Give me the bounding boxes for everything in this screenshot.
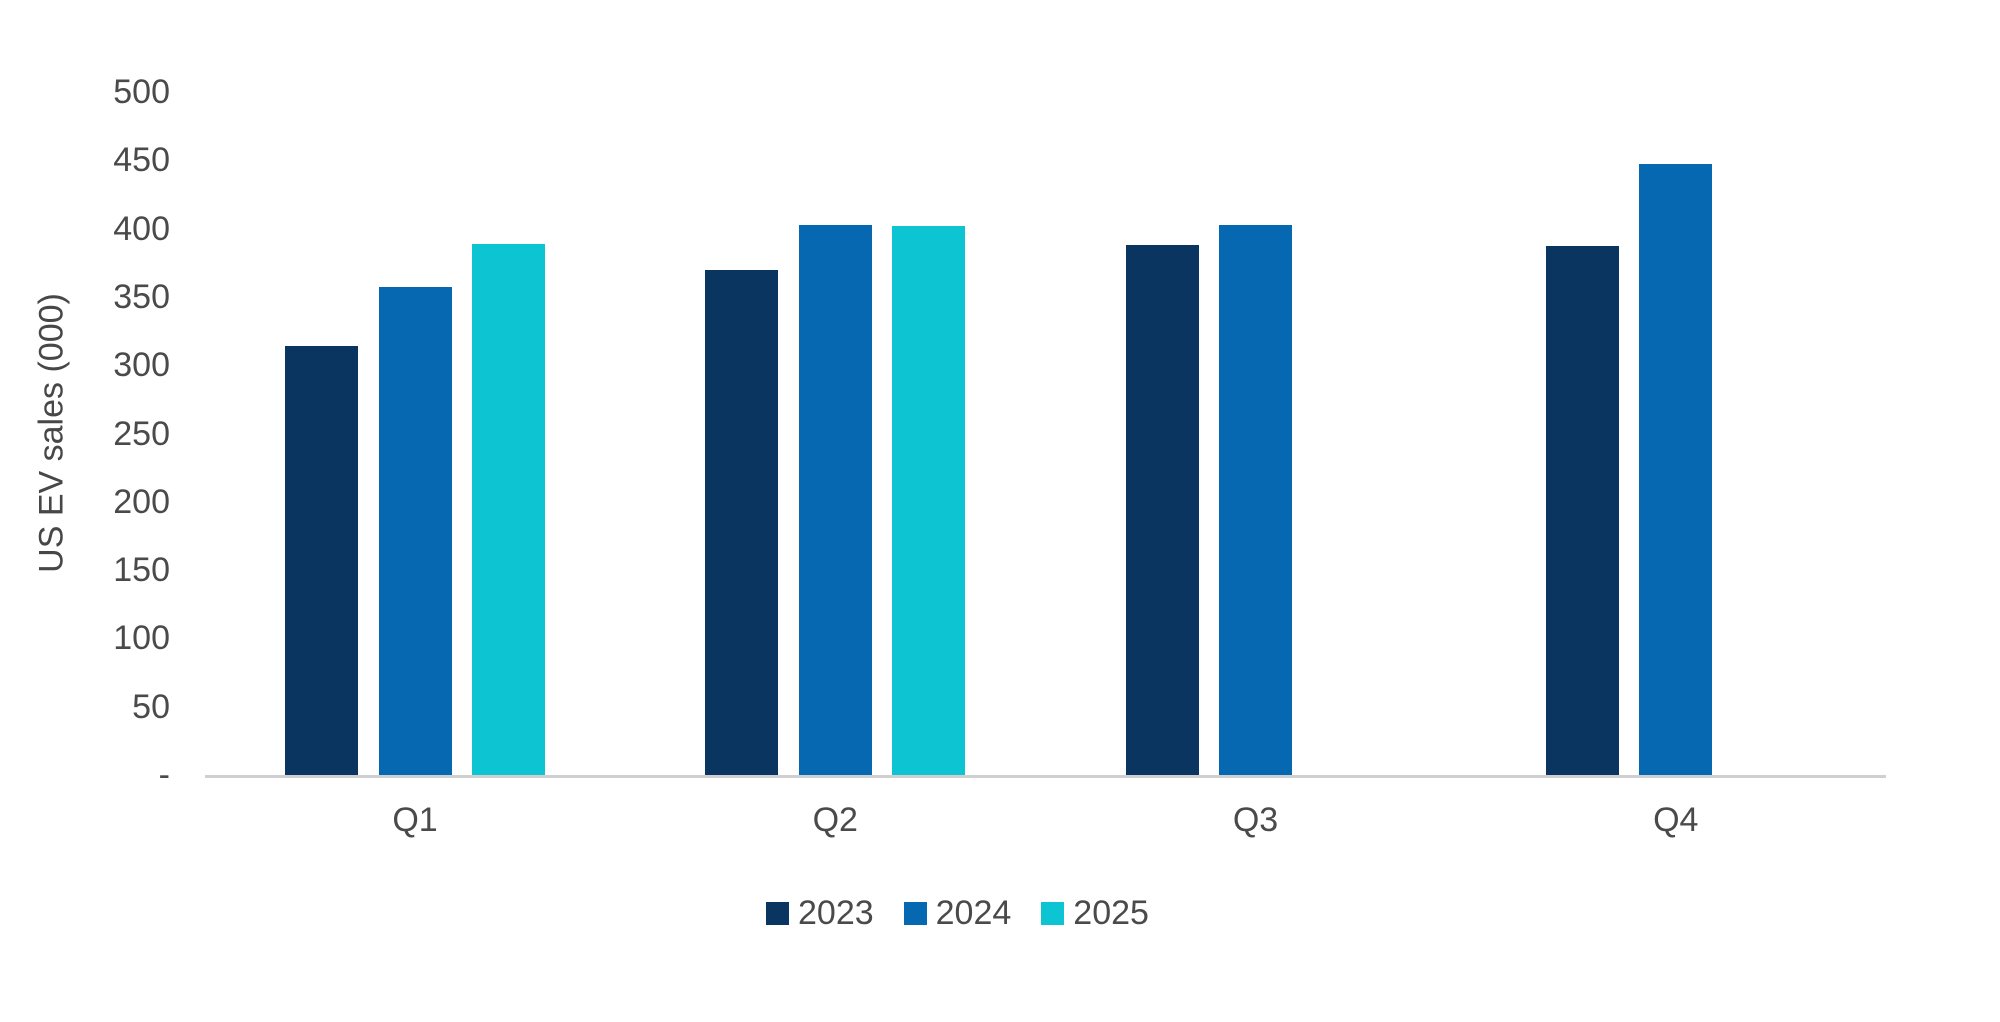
y-tick-label: 300 [113,346,170,385]
y-tick-label: 450 [113,141,170,180]
y-tick-label: 150 [113,551,170,590]
x-axis-line [205,775,1886,778]
y-tick-label: 250 [113,414,170,453]
bar-2024-q4 [1639,164,1713,775]
legend: 2023 2024 2025 [766,894,1149,933]
legend-swatch-2025 [1041,902,1065,925]
legend-item-2023: 2023 [766,894,874,933]
y-tick-label: 400 [113,209,170,248]
x-axis-label-q3: Q3 [1232,801,1279,839]
legend-swatch-2024 [903,902,927,925]
x-axis-label-q2: Q2 [812,801,858,839]
legend-item-2024: 2024 [903,894,1012,933]
x-axis-label-q1: Q1 [392,801,438,839]
bar-2025-q2 [892,225,966,775]
bar-2023-q3 [1125,244,1199,775]
y-tick-label: 350 [113,277,170,316]
bar-2025-q1 [472,243,546,775]
y-tick-label: - [158,756,170,794]
bar-2023-q1 [285,346,359,775]
bar-2024-q3 [1219,224,1293,775]
legend-swatch-2023 [766,902,789,925]
x-axis-label-q4: Q4 [1653,801,1699,839]
legend-label-2023: 2023 [798,894,874,932]
legend-label-2024: 2024 [935,894,1012,932]
y-tick-label: 50 [132,687,170,726]
legend-item-2025: 2025 [1041,894,1149,933]
legend-label-2025: 2025 [1073,894,1149,932]
bar-2024-q1 [378,287,452,775]
y-tick-label: 100 [113,619,170,658]
bar-2023-q4 [1545,246,1619,775]
bar-2023-q2 [705,269,779,775]
y-tick-label: 200 [113,482,170,521]
bar-2024-q2 [798,224,872,775]
y-tick-label: 500 [113,73,170,111]
